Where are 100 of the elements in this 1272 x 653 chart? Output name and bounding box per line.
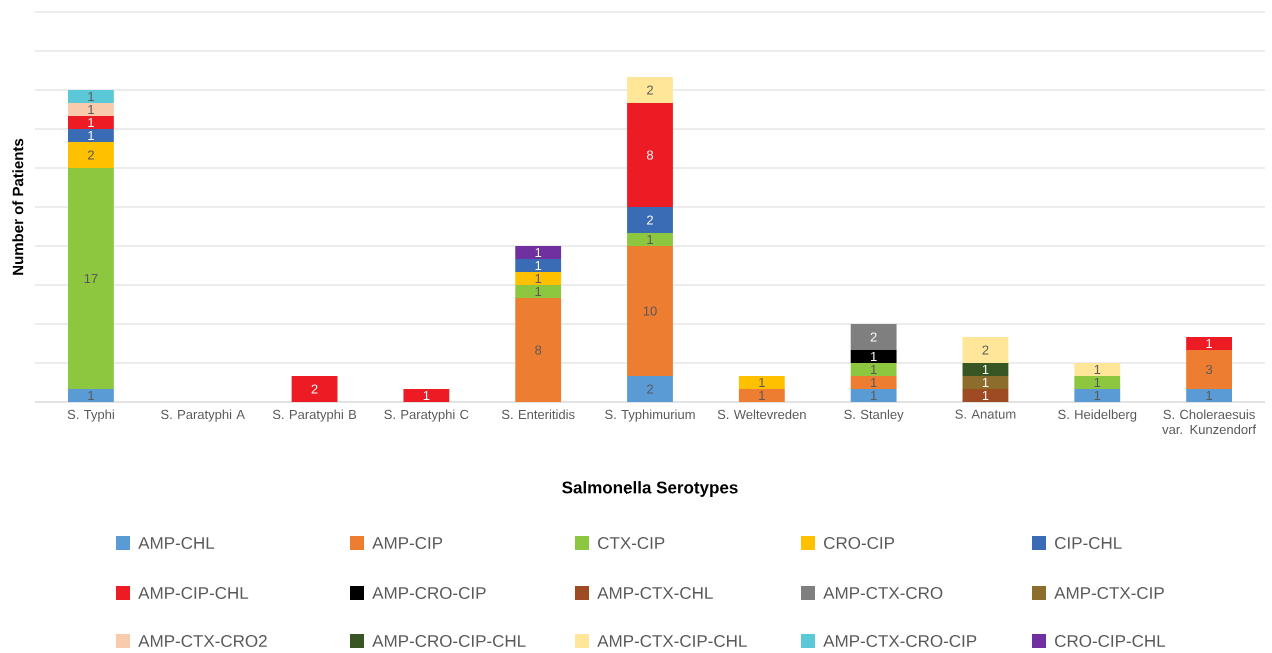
bar: [1074, 362, 1121, 376]
data-label: 10: [643, 306, 657, 316]
bar: [68, 103, 114, 116]
bar: [68, 388, 114, 402]
bar: [1186, 349, 1233, 389]
legend-label: AMP-CHL: [138, 536, 215, 550]
bar: [850, 349, 897, 363]
data-label: 2: [87, 150, 94, 160]
x-tick-label: S. Heidelberg: [1058, 409, 1137, 422]
legend-label: AMP-CTX-CRO2: [138, 634, 267, 648]
data-label: 1: [759, 378, 765, 387]
legend-label: CTX-CIP: [598, 536, 665, 550]
bar: [627, 206, 673, 233]
bar: [738, 375, 785, 389]
x-tick-label: S. Stanley: [844, 409, 904, 422]
x-tick-label: S. Typhi: [67, 409, 114, 422]
data-label: 17: [84, 274, 98, 283]
legend-label: AMP-CTX-CHL: [597, 586, 713, 600]
bar: [962, 336, 1009, 363]
data-label: 8: [646, 150, 654, 160]
bar: [403, 388, 450, 402]
data-label: 8: [535, 345, 542, 355]
bar: [627, 77, 673, 103]
legend-label: AMP-CIP-CHL: [138, 586, 249, 600]
data-label: 2: [647, 85, 653, 95]
legend-label: AMP-CRO-CIP: [372, 586, 486, 600]
legend-label: AMP-CTX-CIP: [1054, 586, 1164, 600]
bar: [68, 141, 114, 168]
bar: [627, 103, 673, 207]
bar: [68, 115, 114, 129]
bar: [68, 167, 114, 389]
legend-label: AMP-CRO-CIP-CHL: [372, 634, 526, 648]
data-label: 1: [1206, 339, 1213, 348]
legend-label: AMP-CTX-CRO: [823, 586, 943, 600]
data-label: 1: [871, 391, 877, 400]
bar: [515, 258, 562, 272]
bar: [850, 362, 897, 376]
data-label: 1: [982, 378, 989, 387]
x-axis-title: Salmonella Serotypes: [562, 481, 738, 497]
data-label: 1: [88, 92, 94, 101]
data-label: 1: [759, 391, 765, 400]
legend-label: CRO-CIP: [824, 536, 895, 550]
legend-label: CRO-CIP-CHL: [1055, 634, 1166, 648]
bar: [291, 375, 338, 402]
data-label: 1: [535, 248, 542, 257]
x-tick-label: S. Paratyphi C: [384, 409, 469, 422]
bar: [1186, 336, 1233, 350]
data-label: 1: [535, 274, 542, 283]
data-label: 2: [647, 384, 653, 394]
data-label: 1: [1094, 378, 1101, 387]
data-label: 1: [982, 391, 989, 400]
bar: [68, 89, 114, 103]
data-label: 1: [871, 365, 877, 374]
x-tick-label: S. Choleraesuis var. Kunzendorf: [1162, 409, 1257, 435]
bar: [515, 245, 562, 259]
bar: [627, 375, 673, 402]
data-label: 1: [871, 352, 877, 361]
bar: [962, 375, 1009, 389]
bar: [627, 245, 673, 376]
data-label: 1: [871, 378, 877, 387]
x-tick-label: S. Paratyphi A: [161, 409, 245, 422]
data-label: 2: [311, 384, 318, 394]
legend-label: AMP-CTX-CRO-CIP: [823, 634, 977, 648]
bar: [962, 388, 1009, 402]
bar: [850, 375, 897, 389]
bar: [962, 362, 1009, 376]
bar: [515, 271, 562, 285]
data-label: 1: [423, 391, 430, 400]
data-label: 1: [88, 391, 94, 400]
data-label: 2: [982, 345, 989, 355]
bar: [850, 323, 897, 350]
bar: [68, 128, 114, 142]
y-axis-title: Number of Patients: [12, 138, 24, 275]
x-tick-label: S. Typhimurium: [605, 409, 695, 422]
legend-label: CIP-CHL: [1055, 536, 1122, 550]
bar: [627, 232, 673, 246]
bar: [738, 388, 785, 402]
data-label: 1: [535, 261, 542, 270]
x-tick-label: S. Paratyphi B: [272, 409, 357, 422]
bar: [1074, 375, 1121, 389]
bar: [1074, 388, 1121, 402]
data-label: 1: [88, 118, 94, 127]
data-label: 1: [647, 235, 653, 244]
data-label: 3: [1205, 364, 1213, 375]
bar: [850, 388, 897, 402]
bar: [515, 297, 562, 402]
x-tick-label: S. Enteritidis: [501, 409, 575, 420]
bar: [1186, 388, 1233, 402]
legend-label: AMP-CTX-CIP-CHL: [597, 634, 747, 648]
data-label: 1: [535, 287, 542, 296]
x-tick-label: S. Weltevreden: [717, 409, 806, 420]
bar: [515, 284, 562, 298]
data-label: 2: [870, 332, 877, 342]
x-tick-label: S. Anatum: [955, 409, 1016, 419]
data-label: 1: [88, 105, 94, 114]
data-label: 1: [1094, 365, 1101, 374]
legend-label: AMP-CIP: [372, 536, 443, 550]
data-label: 1: [88, 131, 94, 140]
data-label: 1: [1206, 391, 1213, 400]
data-label: 1: [982, 365, 989, 374]
